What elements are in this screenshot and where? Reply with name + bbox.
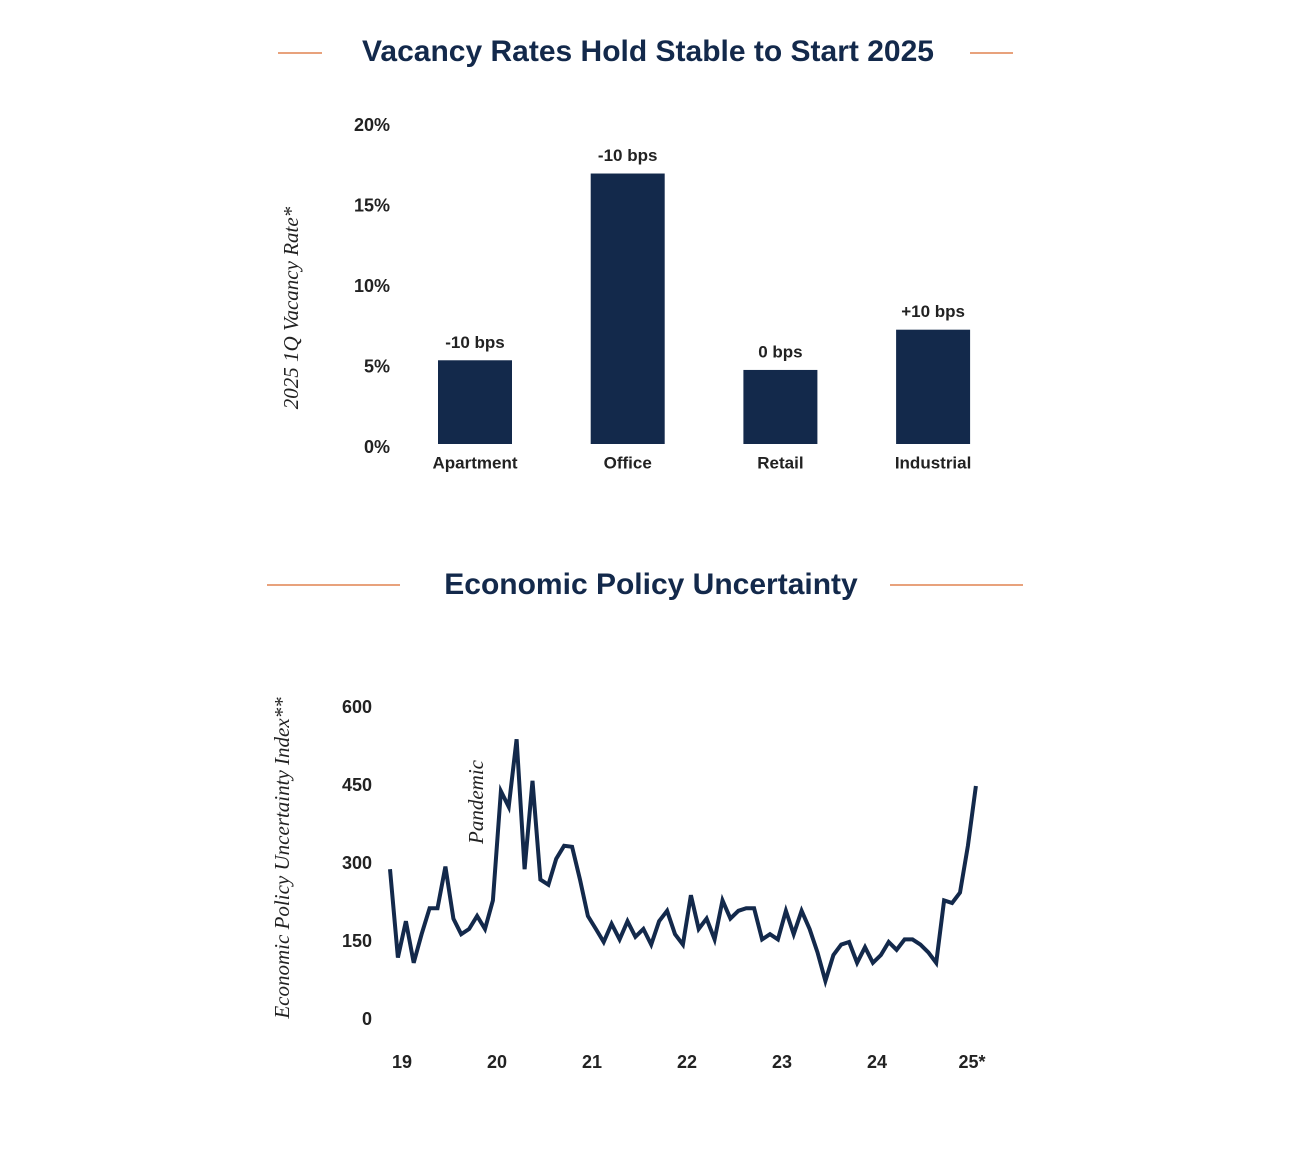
x-tick-label: Industrial <box>895 453 972 472</box>
bar <box>743 369 818 444</box>
x-tick-label: 24 <box>867 1052 887 1072</box>
y-axis-title: 2025 1Q Vacancy Rate* <box>279 206 303 409</box>
y-tick-label: 10% <box>354 276 390 296</box>
x-tick-label: 23 <box>772 1052 792 1072</box>
annotation: Pandemic <box>464 759 488 845</box>
bar-label: -10 bps <box>445 333 505 352</box>
chart-title: Economic Policy Uncertainty <box>444 568 858 601</box>
chart-title: Vacancy Rates Hold Stable to Start 2025 <box>362 35 934 68</box>
x-tick-label: 21 <box>582 1052 602 1072</box>
y-tick-label: 15% <box>354 195 390 215</box>
bar-label: -10 bps <box>598 146 658 165</box>
y-tick-label: 0% <box>364 437 390 457</box>
bar <box>590 173 665 444</box>
x-tick-label: Retail <box>757 453 803 472</box>
y-tick-label: 300 <box>342 853 372 873</box>
y-tick-label: 600 <box>342 697 372 717</box>
line <box>388 738 978 989</box>
bar <box>896 329 971 444</box>
y-tick-label: 20% <box>354 115 390 135</box>
bar-label: 0 bps <box>758 342 802 361</box>
x-tick-label: 19 <box>392 1052 412 1072</box>
y-tick-label: 450 <box>342 775 372 795</box>
y-axis-title: Economic Policy Uncertainty Index** <box>270 697 294 1020</box>
y-tick-label: 150 <box>342 931 372 951</box>
x-tick-label: Office <box>604 453 652 472</box>
x-tick-label: 20 <box>487 1052 507 1072</box>
bar <box>438 360 512 444</box>
y-tick-label: 5% <box>364 356 390 376</box>
y-tick-label: 0 <box>362 1009 372 1029</box>
bar-label: +10 bps <box>901 302 965 321</box>
x-tick-label: 25* <box>958 1052 985 1072</box>
x-tick-label: Apartment <box>432 453 517 472</box>
x-tick-label: 22 <box>677 1052 697 1072</box>
